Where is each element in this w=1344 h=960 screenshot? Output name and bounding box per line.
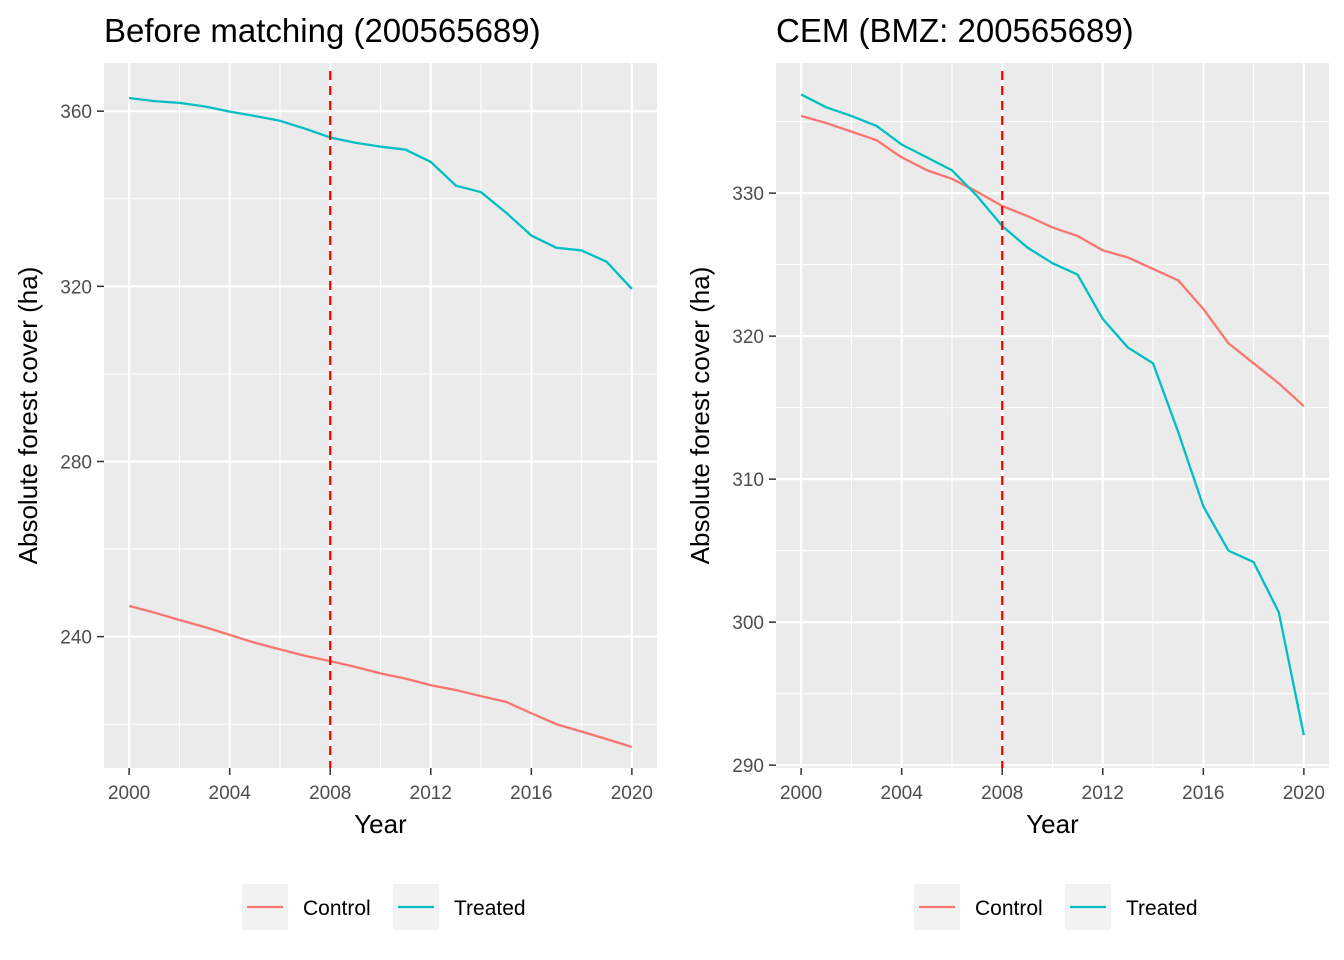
y-tick-label: 240 <box>60 628 92 649</box>
y-tick-label: 320 <box>732 327 764 348</box>
minor-grid <box>104 63 657 768</box>
series-lines <box>800 93 1305 736</box>
x-tick-label: 2016 <box>510 783 552 804</box>
y-tick-label: 280 <box>60 452 92 473</box>
chart-cem: CEM (BMZ: 200565689) 290 300 310 320 330 200… <box>685 12 1329 930</box>
y-tick-label: 300 <box>732 613 764 634</box>
chart-before-matching: Before matching (200565689) 240 280 320 360… <box>13 12 657 930</box>
series-line-control <box>800 114 1305 408</box>
y-axis: 290 300 310 320 330 <box>732 184 776 777</box>
x-tick-label: 2004 <box>881 783 924 804</box>
x-tick-label: 2000 <box>108 783 150 804</box>
y-tick-label: 310 <box>732 470 764 491</box>
y-tick-label: 360 <box>60 102 92 123</box>
chart-title: Before matching (200565689) <box>104 12 541 49</box>
x-tick-label: 2004 <box>209 783 252 804</box>
legend: Control Treated <box>914 884 1198 930</box>
x-tick-label: 2008 <box>309 783 351 804</box>
series-line-treated <box>800 93 1305 736</box>
x-tick-label: 2012 <box>410 783 452 804</box>
x-axis: 2000 2004 2008 2012 2016 2020 <box>780 768 1325 804</box>
chart-title: CEM (BMZ: 200565689) <box>776 12 1134 49</box>
legend: Control Treated <box>242 884 526 930</box>
y-axis-title: Absolute forest cover (ha) <box>685 267 715 565</box>
y-tick-label: 290 <box>732 756 764 777</box>
x-tick-label: 2000 <box>780 783 822 804</box>
legend-label-treated: Treated <box>1126 897 1198 920</box>
y-tick-label: 320 <box>60 277 92 298</box>
x-axis-title: Year <box>354 809 407 839</box>
legend-label-control: Control <box>303 897 371 920</box>
legend-label-treated: Treated <box>454 897 526 920</box>
x-tick-label: 2020 <box>1283 783 1325 804</box>
y-tick-label: 330 <box>732 184 764 205</box>
x-axis: 2000 2004 2008 2012 2016 2020 <box>108 768 653 804</box>
series-lines <box>128 96 633 749</box>
series-line-control <box>128 604 633 749</box>
x-axis-title: Year <box>1026 809 1079 839</box>
x-tick-label: 2008 <box>981 783 1023 804</box>
x-tick-label: 2016 <box>1182 783 1224 804</box>
x-tick-label: 2020 <box>611 783 653 804</box>
y-axis: 240 280 320 360 <box>60 102 104 649</box>
x-tick-label: 2012 <box>1082 783 1124 804</box>
major-grid <box>104 63 657 768</box>
series-line-treated <box>129 96 633 290</box>
y-axis-title: Absolute forest cover (ha) <box>13 267 43 565</box>
legend-label-control: Control <box>975 897 1043 920</box>
minor-grid <box>776 63 1329 768</box>
